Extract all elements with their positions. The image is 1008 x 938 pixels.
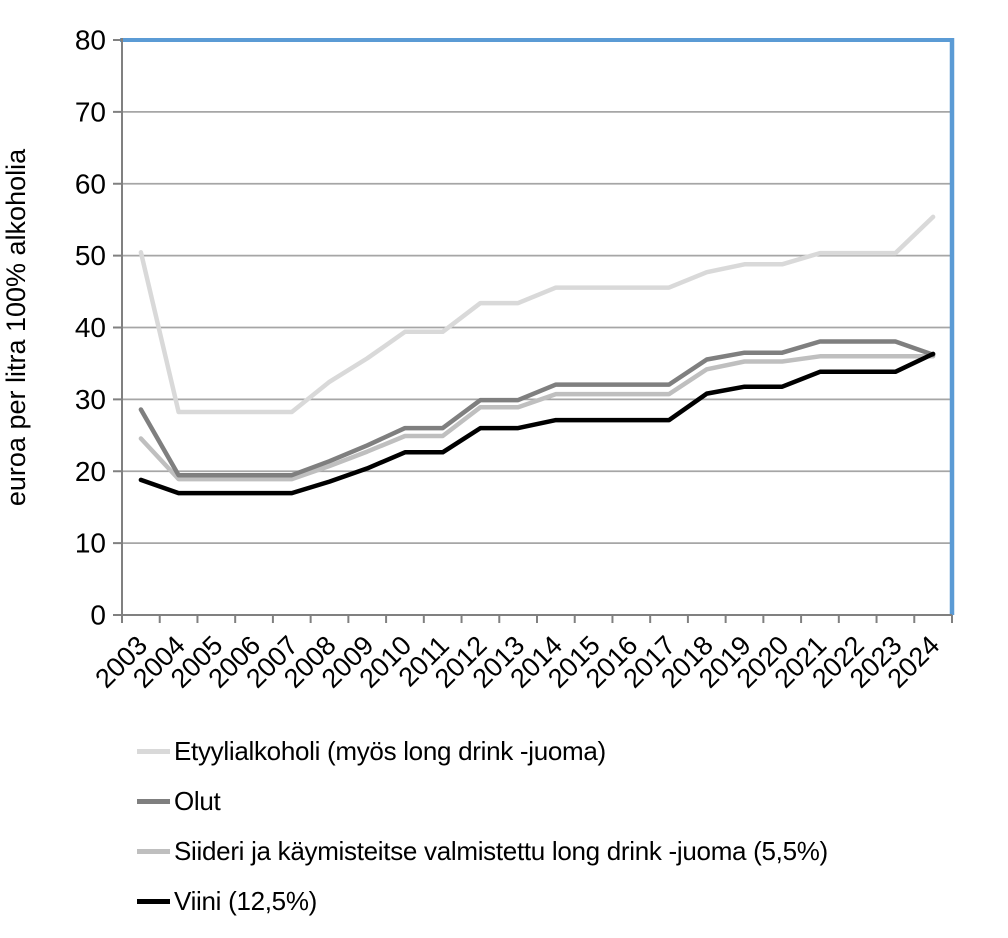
chart-legend: Etyylialkoholi (myös long drink -juoma) … <box>137 726 828 926</box>
y-tick-label-60: 60 <box>75 168 106 199</box>
y-tick-label-40: 40 <box>75 312 106 343</box>
legend-item-siideri: Siideri ja käymisteitse valmistettu long… <box>137 826 828 876</box>
legend-label-olut: Olut <box>174 785 221 816</box>
y-tick-label-0: 0 <box>90 600 106 631</box>
legend-label-viini: Viini (12,5%) <box>174 885 318 916</box>
line-chart: 0102030405060708020032004200520062007200… <box>1 25 955 694</box>
series-line-1 <box>138 339 936 478</box>
legend-item-viini: Viini (12,5%) <box>137 876 828 926</box>
y-tick-label-80: 80 <box>75 25 106 56</box>
y-tick-label-20: 20 <box>75 456 106 487</box>
series-line-2 <box>138 354 936 482</box>
y-tick-label-70: 70 <box>75 96 106 127</box>
legend-label-etyylialkoholi: Etyylialkoholi (myös long drink -juoma) <box>174 735 606 766</box>
legend-item-etyylialkoholi: Etyylialkoholi (myös long drink -juoma) <box>137 726 828 776</box>
legend-label-siideri: Siideri ja käymisteitse valmistettu long… <box>174 835 828 866</box>
series-line-3 <box>138 351 936 496</box>
y-tick-label-50: 50 <box>75 240 106 271</box>
legend-swatch-etyylialkoholi <box>137 748 170 754</box>
legend-swatch-siideri <box>137 848 170 854</box>
legend-swatch-olut <box>137 798 170 804</box>
series-line-0 <box>138 214 936 415</box>
y-axis-title: euroa per litra 100% alkoholia <box>1 148 31 506</box>
legend-swatch-viini <box>137 898 170 904</box>
legend-item-olut: Olut <box>137 776 828 826</box>
y-tick-label-30: 30 <box>75 384 106 415</box>
y-tick-label-10: 10 <box>75 528 106 559</box>
